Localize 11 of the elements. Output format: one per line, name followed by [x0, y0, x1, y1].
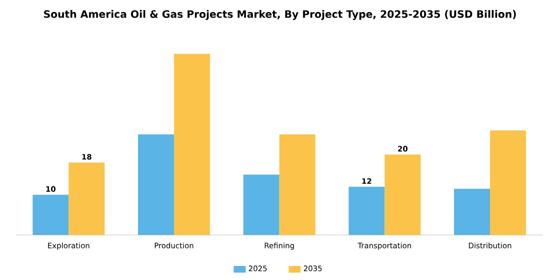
bar — [138, 134, 174, 236]
bar — [348, 186, 385, 236]
bar — [279, 134, 316, 236]
bar — [32, 194, 69, 236]
bar — [454, 188, 490, 236]
bar — [174, 54, 210, 236]
chart-title: South America Oil & Gas Projects Market, By Project Type, 2025-2035 (USD Billion) — [44, 10, 516, 20]
bar — [490, 130, 526, 236]
bar — [384, 154, 421, 236]
bar — [68, 162, 105, 236]
bar — [243, 174, 280, 236]
